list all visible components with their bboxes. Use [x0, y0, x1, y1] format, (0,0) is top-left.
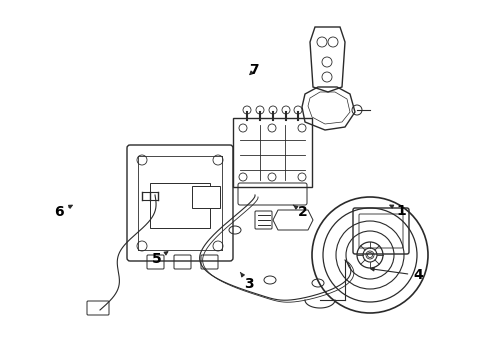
Text: 7: 7 — [249, 63, 259, 77]
Bar — [192, 186, 220, 208]
Text: 4: 4 — [370, 267, 422, 282]
Bar — [150, 183, 209, 228]
Text: 6: 6 — [54, 205, 72, 219]
Text: 3: 3 — [240, 273, 254, 291]
Text: 2: 2 — [293, 205, 307, 219]
Text: 5: 5 — [151, 252, 167, 266]
Text: 1: 1 — [389, 204, 405, 217]
